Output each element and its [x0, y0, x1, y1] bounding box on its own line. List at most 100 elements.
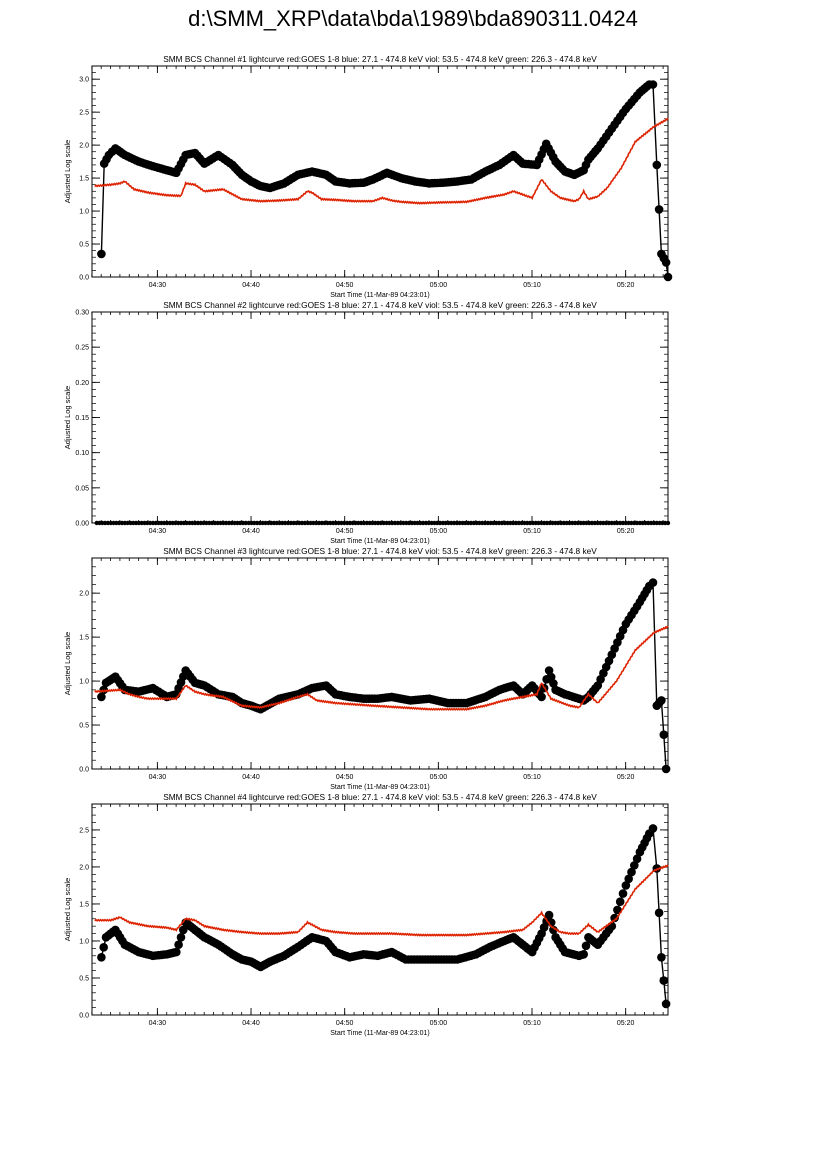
x-axis-label: Start Time (11-Mar-89 04:23:01)	[330, 292, 429, 299]
x-tick-label: 04:30	[149, 282, 167, 289]
data-point	[618, 889, 628, 898]
x-tick-label: 04:50	[336, 282, 354, 289]
data-point	[615, 897, 625, 906]
plot-area	[94, 520, 671, 526]
data-point	[581, 941, 591, 951]
y-axis-label: Adjusted Log scale	[63, 140, 72, 203]
y-tick-label: 1.5	[79, 635, 89, 642]
y-tick-label: 0.25	[75, 345, 89, 352]
y-tick-label: 0.5	[79, 975, 89, 982]
chart-panel-channel-1: SMM BCS Channel #1 lightcurve red:GOES 1…	[63, 54, 673, 299]
chart-title: SMM BCS Channel #2 lightcurve red:GOES 1…	[163, 300, 597, 310]
data-point	[663, 272, 673, 282]
data-point	[661, 764, 671, 774]
y-tick-label: 0.00	[75, 521, 89, 528]
x-tick-label: 05:10	[523, 282, 541, 289]
data-point	[99, 943, 108, 952]
x-tick-label: 05:10	[523, 774, 541, 781]
y-tick-label: 0.0	[79, 275, 89, 282]
x-tick-label: 05:20	[617, 774, 635, 781]
y-tick-label: 0.30	[75, 310, 89, 317]
data-point	[549, 679, 558, 688]
y-tick-label: 0.5	[79, 242, 89, 249]
goes-series-line	[94, 864, 669, 937]
plot-area	[94, 824, 671, 1009]
y-tick-label: 0.10	[75, 450, 89, 457]
data-point	[632, 854, 642, 864]
x-tick-label: 05:00	[430, 1020, 448, 1027]
data-point	[661, 999, 671, 1009]
chart-panel-channel-2: SMM BCS Channel #2 lightcurve red:GOES 1…	[63, 300, 671, 545]
x-tick-label: 04:50	[336, 1020, 354, 1027]
x-tick-label: 05:00	[430, 528, 448, 535]
x-axis-label: Start Time (11-Mar-89 04:23:01)	[330, 784, 429, 791]
data-point	[661, 258, 671, 267]
data-point	[537, 692, 546, 702]
data-point	[648, 824, 658, 833]
x-tick-label: 05:20	[617, 1020, 635, 1027]
x-tick-label: 05:20	[617, 528, 635, 535]
data-point	[544, 666, 554, 675]
x-tick-label: 04:50	[336, 528, 354, 535]
y-tick-label: 0.05	[75, 485, 89, 492]
plot-area	[94, 578, 671, 774]
y-tick-label: 0.5	[79, 723, 89, 730]
page-title: d:\SMM_XRP\data\bda\1989\bda890311.0424	[188, 6, 638, 31]
plot-frame	[91, 803, 669, 1016]
data-point	[657, 696, 666, 705]
y-tick-label: 2.0	[79, 864, 89, 871]
x-tick-label: 05:10	[523, 1020, 541, 1027]
y-tick-label: 0.20	[75, 380, 89, 387]
data-point	[659, 976, 669, 985]
data-point	[624, 874, 633, 884]
data-point	[97, 953, 106, 962]
plot-area	[94, 80, 673, 282]
x-tick-label: 04:30	[149, 774, 167, 781]
x-tick-label: 04:40	[242, 1020, 260, 1027]
chart-title: SMM BCS Channel #1 lightcurve red:GOES 1…	[163, 54, 597, 64]
x-tick-label: 04:50	[336, 774, 354, 781]
y-tick-label: 1.0	[79, 209, 89, 216]
x-tick-label: 04:30	[149, 1020, 167, 1027]
x-tick-label: 04:30	[149, 528, 167, 535]
data-point	[648, 578, 658, 587]
y-axis-label: Adjusted Log scale	[63, 632, 72, 695]
data-point	[665, 520, 671, 526]
data-point	[648, 80, 658, 89]
data-point	[544, 910, 554, 920]
data-point	[613, 905, 622, 915]
data-point	[176, 933, 186, 942]
y-tick-label: 1.5	[79, 901, 89, 908]
data-point	[659, 730, 669, 739]
x-tick-label: 05:00	[430, 282, 448, 289]
y-tick-label: 0.0	[79, 767, 89, 774]
chart-title: SMM BCS Channel #3 lightcurve red:GOES 1…	[163, 546, 597, 556]
data-point	[97, 249, 106, 259]
data-point	[654, 205, 664, 214]
goes-series-line	[94, 625, 669, 712]
data-point	[652, 160, 662, 170]
y-tick-label: 2.5	[79, 110, 89, 117]
plot-frame	[91, 311, 669, 524]
y-axis-label: Adjusted Log scale	[63, 878, 72, 941]
chart-title: SMM BCS Channel #4 lightcurve red:GOES 1…	[163, 792, 597, 802]
data-point	[172, 947, 181, 957]
y-tick-label: 2.5	[79, 827, 89, 834]
data-point	[621, 881, 631, 890]
data-point	[627, 867, 636, 877]
data-point	[174, 940, 183, 949]
y-tick-label: 2.0	[79, 591, 89, 598]
y-tick-label: 0.0	[79, 1013, 89, 1020]
y-tick-label: 2.0	[79, 143, 89, 150]
goes-series-line	[94, 117, 669, 205]
x-tick-label: 04:40	[242, 528, 260, 535]
data-point	[579, 950, 588, 959]
counts-series-line	[100, 83, 669, 278]
data-point	[654, 908, 664, 918]
y-tick-label: 1.0	[79, 938, 89, 945]
counts-series-line	[100, 826, 667, 1004]
x-tick-label: 04:40	[242, 774, 260, 781]
y-tick-label: 0.15	[75, 415, 89, 422]
y-tick-label: 3.0	[79, 77, 89, 84]
